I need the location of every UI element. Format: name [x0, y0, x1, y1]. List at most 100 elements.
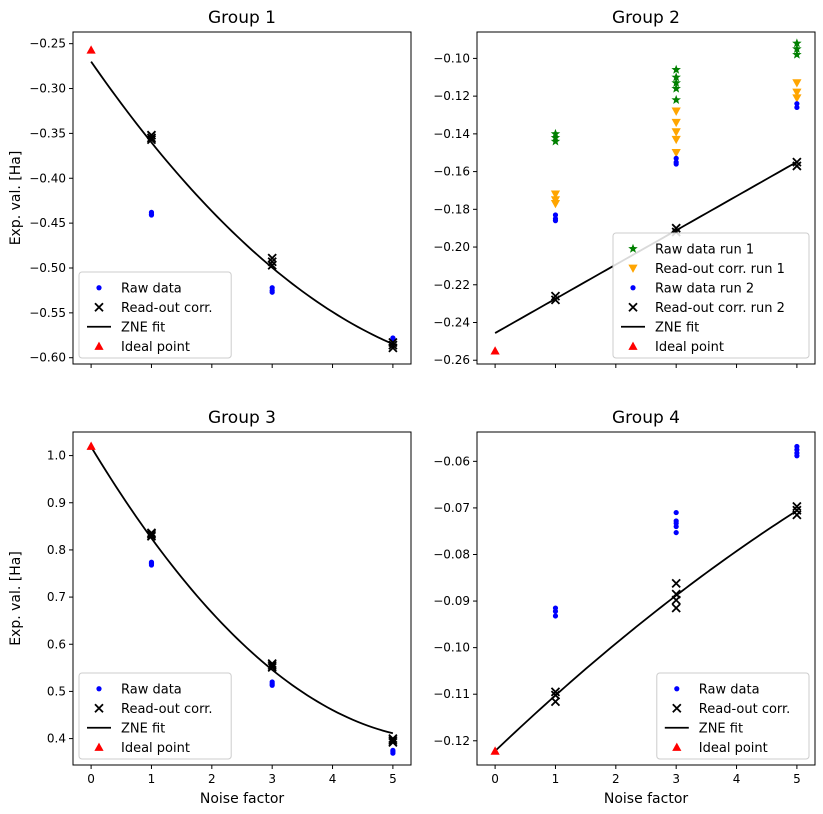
legend-box: [78, 271, 232, 359]
data-point: [671, 595, 681, 605]
y-tick-label: −0.24: [433, 316, 470, 330]
legend-label: Ideal point: [655, 340, 724, 355]
y-tick-label: −0.14: [433, 127, 470, 141]
legend-marker: [672, 703, 682, 713]
data-point: [267, 257, 277, 267]
data-point: [792, 43, 802, 54]
y-tick-label: −0.60: [29, 351, 66, 365]
y-tick-label: 0.8: [47, 543, 66, 557]
data-point: [792, 157, 802, 167]
data-point: [673, 529, 679, 536]
legend-label: ZNE fit: [655, 320, 699, 335]
y-tick-label: −0.45: [29, 216, 66, 230]
y-tick-label: −0.10: [433, 641, 470, 655]
data-point: [550, 136, 561, 146]
x-tick-label: 1: [148, 772, 156, 786]
data-point: [388, 340, 398, 350]
legend-label: Raw data: [121, 682, 182, 697]
y-tick-label: −0.09: [433, 594, 470, 608]
legend: Raw data Read-out corr. ZNE fit Ideal point: [656, 672, 810, 760]
legend-marker: [628, 243, 638, 253]
legend: Raw data run 1 Read-out corr. run 1 Raw da…: [612, 232, 810, 359]
legend-marker: [630, 285, 636, 291]
data-point: [792, 510, 802, 520]
plot-data: [86, 45, 398, 353]
legend-label: Raw data run 2: [655, 281, 754, 296]
data-point: [550, 697, 561, 707]
y-axis-label: Exp. val. [Ha]: [8, 551, 24, 646]
zne-fit-line: [494, 509, 798, 752]
data-point: [86, 441, 96, 450]
data-point: [792, 79, 802, 88]
y-tick-label: −0.06: [433, 454, 470, 468]
x-tick-label: 4: [733, 772, 741, 786]
legend-marker: [674, 686, 680, 692]
legend-marker: [628, 302, 638, 312]
legend-marker: [94, 742, 104, 751]
x-tick-label: 2: [612, 772, 620, 786]
y-tick-label: −0.18: [433, 202, 470, 216]
x-tick-label: 1: [552, 772, 560, 786]
legend-marker: [94, 302, 104, 312]
data-point: [148, 212, 155, 218]
legend-marker: [94, 341, 104, 350]
y-axis-label: Exp. val. [Ha]: [8, 151, 24, 246]
legend-marker: [94, 703, 104, 713]
data-point: [792, 501, 802, 512]
y-tick-label: −0.12: [433, 734, 470, 748]
legend-label: ZNE fit: [699, 721, 743, 736]
data-point: [269, 289, 275, 295]
data-point: [673, 523, 679, 530]
y-tick-label: −0.26: [433, 353, 470, 367]
y-tick-label: 1.0: [47, 449, 66, 463]
data-point: [490, 346, 500, 355]
data-point: [671, 72, 681, 82]
data-point: [673, 509, 679, 516]
data-point: [792, 38, 802, 48]
y-tick-label: −0.10: [433, 51, 470, 65]
legend-label: Ideal point: [121, 741, 190, 756]
zne-fit-line: [90, 61, 394, 345]
y-tick-label: −0.12: [433, 89, 470, 103]
data-point: [671, 64, 681, 74]
x-tick-label: 5: [793, 772, 801, 786]
data-point: [146, 528, 157, 538]
y-tick-label: −0.16: [433, 165, 470, 179]
y-tick-label: −0.20: [433, 240, 470, 254]
data-point: [794, 104, 800, 111]
x-tick-label: 3: [672, 772, 680, 786]
legend-label: Read-out corr.: [121, 702, 213, 717]
y-tick-label: 0.4: [47, 732, 66, 746]
legend-marker: [628, 264, 638, 273]
legend-label: Ideal point: [699, 741, 768, 756]
data-point: [550, 190, 561, 199]
data-point: [86, 45, 96, 54]
data-point: [792, 49, 802, 59]
data-point: [269, 679, 275, 685]
data-point: [673, 161, 679, 167]
legend-box: [656, 672, 810, 760]
y-tick-label: −0.22: [433, 278, 470, 292]
legend-label: Read-out corr. run 2: [655, 301, 785, 316]
axes-frame: [72, 31, 412, 365]
data-point: [550, 295, 561, 305]
legend-label: Raw data: [699, 682, 760, 697]
data-point: [671, 128, 681, 137]
x-axis-label: Noise factor: [200, 791, 285, 807]
x-tick-label: 5: [389, 772, 397, 786]
y-tick-label: 0.7: [47, 590, 66, 604]
y-tick-label: −0.35: [29, 126, 66, 140]
legend-label: Read-out corr.: [699, 702, 791, 717]
data-point: [671, 135, 681, 145]
subplot-2: Group 2 −0.26 −0.24 −0.22 −0.20 −0.18 −0.16 −0.…: [433, 8, 816, 368]
data-point: [794, 101, 800, 107]
y-tick-label: −0.30: [29, 82, 66, 96]
subplot-title: Group 4: [612, 408, 680, 428]
legend: Raw data Read-out corr. ZNE fit Ideal point: [78, 672, 232, 760]
data-point: [671, 94, 681, 104]
y-tick-label: −0.07: [433, 501, 470, 515]
x-tick-label: 0: [87, 772, 95, 786]
data-point: [390, 747, 396, 753]
x-tick-label: 2: [208, 772, 216, 786]
data-point: [388, 343, 398, 353]
